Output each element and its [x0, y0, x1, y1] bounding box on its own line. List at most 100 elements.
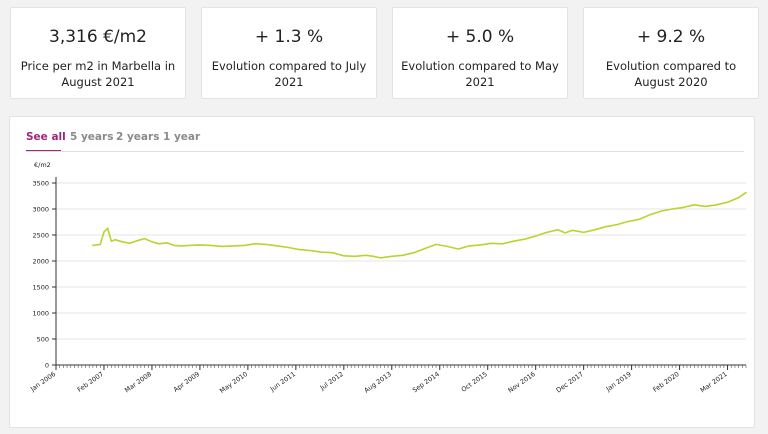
- data-point: [402, 254, 404, 256]
- y-tick-label: 2000: [32, 257, 49, 265]
- data-point: [745, 191, 747, 194]
- data-point: [276, 245, 278, 247]
- stat-value: + 9.2 %: [636, 27, 706, 47]
- data-point: [232, 245, 234, 247]
- tab-5-years[interactable]: 5 years: [70, 131, 114, 143]
- data-point: [254, 243, 256, 245]
- x-tick-label: Jan 2019: [604, 370, 633, 394]
- x-tick-label: Oct 2015: [460, 370, 489, 394]
- data-point: [343, 255, 345, 257]
- data-point: [468, 245, 470, 247]
- price-chart-panel: See all 5 years 2 years 1 year 0 500 1000 1…: [9, 116, 755, 428]
- data-point: [435, 243, 437, 245]
- data-point: [221, 245, 223, 248]
- stats-row: 3,316 €/m2 Price per m2 in Marbella in A…: [0, 0, 768, 110]
- data-point: [298, 248, 301, 251]
- data-point: [501, 243, 504, 245]
- data-point: [535, 235, 537, 237]
- data-point: [715, 204, 718, 206]
- data-point: [391, 255, 393, 257]
- data-point: [479, 244, 481, 246]
- data-point: [243, 244, 245, 246]
- data-point: [682, 206, 684, 209]
- data-point: [446, 245, 448, 248]
- data-point: [110, 240, 112, 242]
- data-point: [210, 244, 212, 246]
- tab-see-all[interactable]: See all: [26, 131, 66, 143]
- y-tick-label: 2500: [32, 231, 49, 239]
- axes: 0 500 1000 1500 2000 2500 3000 3500 €/m2 Jan 2006…: [28, 161, 747, 395]
- x-tick-label: Aug 2013: [363, 370, 393, 395]
- data-point: [605, 226, 607, 228]
- grid-lines: [56, 182, 746, 366]
- data-point: [332, 252, 334, 254]
- x-tick-label: Jan 2006: [28, 370, 57, 394]
- x-tick-label: Feb 2020: [651, 370, 680, 394]
- x-tick-label: Sep 2014: [411, 370, 441, 394]
- price-line-chart: 0 500 1000 1500 2000 2500 3000 3500 €/m2 Jan 2006…: [28, 161, 747, 395]
- stat-card-year-evolution: + 9.2 % Evolution compared to August 202…: [583, 7, 759, 99]
- data-point: [143, 238, 146, 240]
- data-point: [546, 231, 548, 233]
- data-point: [107, 227, 109, 229]
- data-point: [309, 250, 312, 252]
- price-series-line: [92, 191, 747, 259]
- data-point: [413, 252, 415, 254]
- data-point: [457, 248, 459, 250]
- y-tick-label: 3000: [32, 205, 49, 213]
- x-tick-label: Nov 2016: [507, 370, 537, 395]
- data-point: [564, 232, 566, 234]
- y-axis-label: €/m2: [34, 161, 51, 169]
- data-point: [671, 208, 673, 210]
- data-point: [287, 246, 290, 249]
- y-tick-label: 3500: [32, 179, 49, 187]
- data-point: [616, 224, 618, 226]
- tab-1-year[interactable]: 1 year: [163, 131, 201, 143]
- x-tick-label: May 2010: [218, 370, 249, 395]
- x-tick-label: Dec 2017: [555, 370, 585, 394]
- stat-card-price: 3,316 €/m2 Price per m2 in Marbella in A…: [10, 7, 186, 99]
- y-tick-label: 1500: [32, 283, 49, 291]
- data-point: [490, 242, 493, 244]
- data-point: [151, 241, 153, 243]
- stat-value: 3,316 €/m2: [49, 27, 147, 47]
- x-tick-label: Jun 2011: [268, 370, 297, 394]
- data-point: [583, 231, 585, 233]
- stat-label: Evolution compared to August 2020: [605, 59, 737, 89]
- data-point: [557, 229, 559, 231]
- data-point: [99, 243, 101, 245]
- stat-card-month-evolution: + 1.3 % Evolution compared to July 2021: [201, 7, 377, 99]
- data-point: [166, 242, 168, 244]
- stat-label: Evolution compared to July 2021: [211, 59, 367, 89]
- data-point: [512, 240, 515, 242]
- data-point: [129, 242, 131, 244]
- y-tick-label: 1000: [32, 309, 49, 317]
- data-point: [121, 241, 124, 243]
- data-point: [594, 229, 596, 231]
- data-point: [103, 231, 105, 233]
- stat-label: Price per m2 in Marbella in August 2021: [20, 59, 176, 89]
- data-point: [173, 244, 175, 246]
- data-point: [571, 229, 574, 231]
- x-tick-label: Apr 2009: [172, 370, 201, 394]
- x-tick-label: Feb 2007: [76, 370, 105, 394]
- data-point: [424, 247, 426, 250]
- data-point: [704, 205, 707, 207]
- data-point: [726, 201, 729, 203]
- data-point: [188, 244, 190, 246]
- stat-card-quarter-evolution: + 5.0 % Evolution compared to May 2021: [392, 7, 568, 99]
- y-tick-label: 0: [45, 361, 49, 369]
- data-point: [158, 243, 160, 245]
- data-point: [627, 220, 629, 223]
- data-point: [199, 244, 201, 246]
- data-point: [92, 244, 94, 246]
- data-point: [365, 254, 367, 256]
- data-point: [660, 210, 662, 212]
- data-point: [180, 245, 183, 247]
- data-point: [372, 255, 374, 257]
- stat-value: + 5.0 %: [445, 27, 515, 47]
- data-point: [638, 218, 640, 220]
- tabs-divider: [26, 151, 744, 152]
- data-point: [265, 243, 267, 245]
- tab-2-years[interactable]: 2 years: [116, 131, 160, 143]
